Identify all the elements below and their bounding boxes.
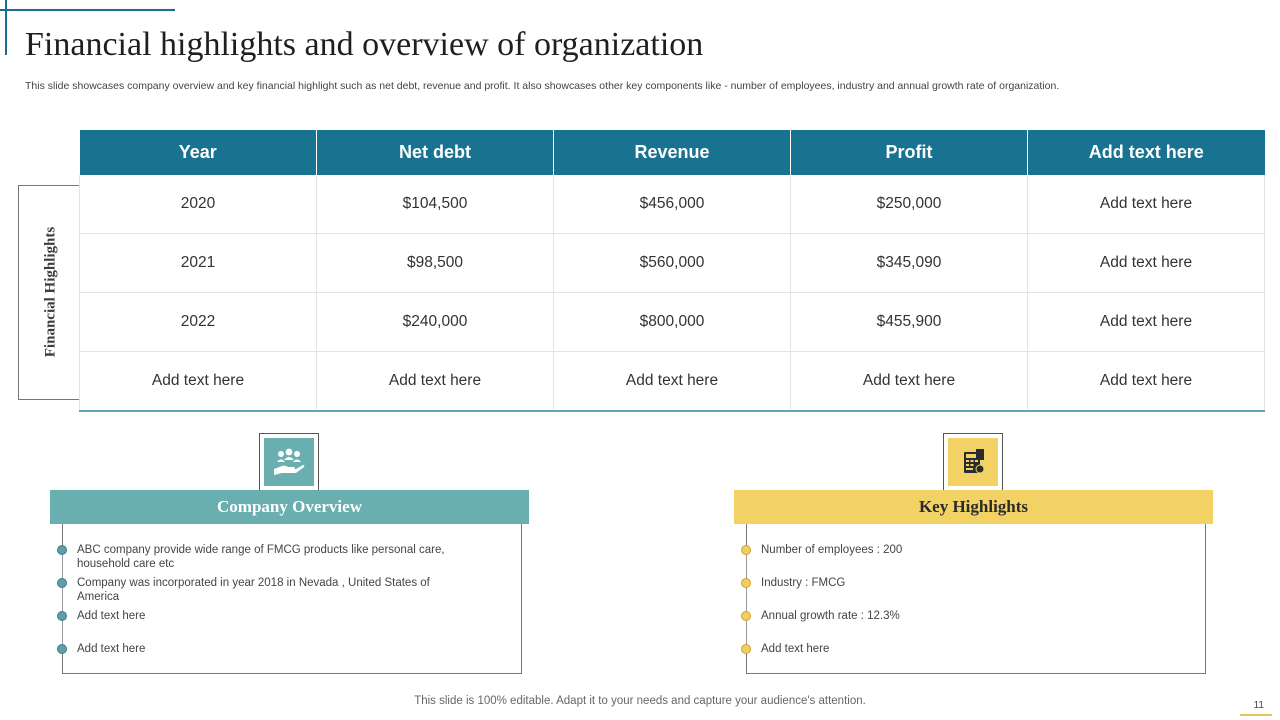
page-title: Financial highlights and overview of org… [25, 26, 704, 63]
list-item: ABC company provide wide range of FMCG p… [57, 543, 457, 576]
table-cell: $98,500 [316, 233, 554, 293]
table-cell: Add text here [79, 351, 317, 412]
column-header-extra: Add text here [1027, 130, 1265, 175]
page-subtitle: This slide showcases company overview an… [25, 80, 1060, 92]
table-row: 2022 $240,000 $800,000 $455,900 Add text… [79, 292, 1265, 352]
calculator-document-icon [948, 438, 998, 486]
table-cell: 2021 [79, 233, 317, 293]
column-header-revenue: Revenue [553, 130, 791, 175]
table-cell: $345,090 [790, 233, 1028, 293]
table-row: 2020 $104,500 $456,000 $250,000 Add text… [79, 175, 1265, 234]
list-item: Number of employees : 200 [741, 543, 1141, 576]
table-row: Add text here Add text here Add text her… [79, 351, 1265, 412]
side-label-frame [18, 185, 79, 400]
bullet-dot [741, 578, 751, 588]
page-number: 11 [1253, 700, 1264, 711]
key-highlights-icon-frame [943, 433, 1003, 491]
table-cell: $240,000 [316, 292, 554, 352]
table-row: 2021 $98,500 $560,000 $345,090 Add text … [79, 233, 1265, 293]
key-highlights-header: Key Highlights [734, 490, 1213, 524]
side-label: Financial Highlights [42, 226, 59, 358]
column-header-net-debt: Net debt [316, 130, 554, 175]
table-cell: $560,000 [553, 233, 791, 293]
financial-table: Year Net debt Revenue Profit Add text he… [79, 130, 1265, 412]
table-cell: Add text here [1027, 175, 1265, 234]
key-highlights-list: Number of employees : 200 Industry : FMC… [741, 543, 1141, 675]
table-cell: Add text here [1027, 292, 1265, 352]
bullet-dot [57, 611, 67, 621]
bullet-dot [741, 611, 751, 621]
table-header-row: Year Net debt Revenue Profit Add text he… [79, 130, 1265, 175]
table-cell: $800,000 [553, 292, 791, 352]
top-accent-line [0, 9, 175, 11]
list-item: Industry : FMCG [741, 576, 1141, 609]
table-cell: $455,900 [790, 292, 1028, 352]
table-cell: $250,000 [790, 175, 1028, 234]
list-item: Annual growth rate : 12.3% [741, 609, 1141, 642]
table-cell: $456,000 [553, 175, 791, 234]
table-cell: Add text here [1027, 233, 1265, 293]
table-cell: $104,500 [316, 175, 554, 234]
hand-with-people-icon [264, 438, 314, 486]
company-overview-header: Company Overview [50, 490, 529, 524]
table-cell: 2020 [79, 175, 317, 234]
company-overview-icon-frame [259, 433, 319, 491]
company-overview-list: ABC company provide wide range of FMCG p… [57, 543, 457, 675]
list-item: Add text here [57, 609, 457, 642]
list-item: Add text here [57, 642, 457, 675]
footer-note: This slide is 100% editable. Adapt it to… [414, 695, 866, 707]
column-header-year: Year [79, 130, 317, 175]
key-highlights-timeline [746, 549, 747, 649]
list-item: Company was incorporated in year 2018 in… [57, 576, 457, 609]
table-cell: Add text here [316, 351, 554, 412]
left-accent-line [5, 0, 7, 55]
bullet-dot [57, 578, 67, 588]
bullet-dot [57, 545, 67, 555]
column-header-profit: Profit [790, 130, 1028, 175]
table-cell: Add text here [790, 351, 1028, 412]
table-cell: 2022 [79, 292, 317, 352]
table-cell: Add text here [1027, 351, 1265, 412]
table-cell: Add text here [553, 351, 791, 412]
bullet-dot [741, 644, 751, 654]
bullet-dot [57, 644, 67, 654]
page-number-underline [1240, 714, 1272, 716]
bullet-dot [741, 545, 751, 555]
list-item: Add text here [741, 642, 1141, 675]
company-overview-timeline [62, 549, 63, 649]
